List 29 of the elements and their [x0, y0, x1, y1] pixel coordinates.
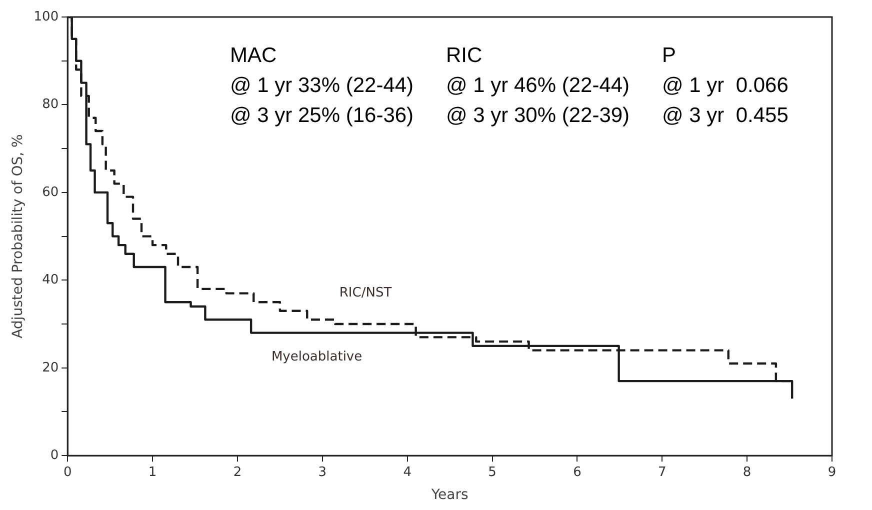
- annotation: @ 1 yr 0.066: [662, 73, 790, 99]
- x-axis-title: Years: [430, 487, 468, 504]
- series-label: RIC/NST: [339, 286, 392, 301]
- x-tick-label: 5: [488, 464, 496, 480]
- annotation: @ 3 yr 0.455: [662, 103, 790, 129]
- x-tick-label: 3: [318, 464, 327, 480]
- annotation: @ 1 yr 46% (22-44): [446, 73, 631, 99]
- x-tick-label: 9: [828, 464, 836, 480]
- y-axis-title: Adjusted Probability of OS, %: [10, 134, 26, 338]
- y-tick-label: 40: [42, 272, 59, 288]
- annotation: @ 1 yr 33% (22-44): [230, 73, 415, 99]
- y-tick-label: 60: [42, 184, 59, 200]
- annotation: MAC: [230, 43, 278, 69]
- annotation: RIC: [446, 43, 484, 69]
- x-tick-label: 6: [573, 464, 582, 480]
- y-tick-label: 100: [34, 9, 59, 24]
- x-tick-label: 0: [63, 464, 72, 480]
- x-tick-label: 8: [742, 464, 752, 480]
- annotation: P: [662, 43, 678, 69]
- y-tick-label: 20: [42, 360, 59, 376]
- x-tick-label: 2: [233, 464, 242, 480]
- x-tick-label: 7: [658, 464, 666, 480]
- x-tick-label: 4: [403, 464, 412, 480]
- annotation: @ 3 yr 25% (16-36): [230, 103, 415, 129]
- series-label: Myeloablative: [271, 349, 362, 364]
- x-tick-label: 1: [148, 464, 157, 480]
- y-tick-label: 80: [42, 97, 59, 112]
- y-tick-label: 0: [50, 448, 59, 463]
- annotation: @ 3 yr 30% (22-39): [446, 103, 631, 129]
